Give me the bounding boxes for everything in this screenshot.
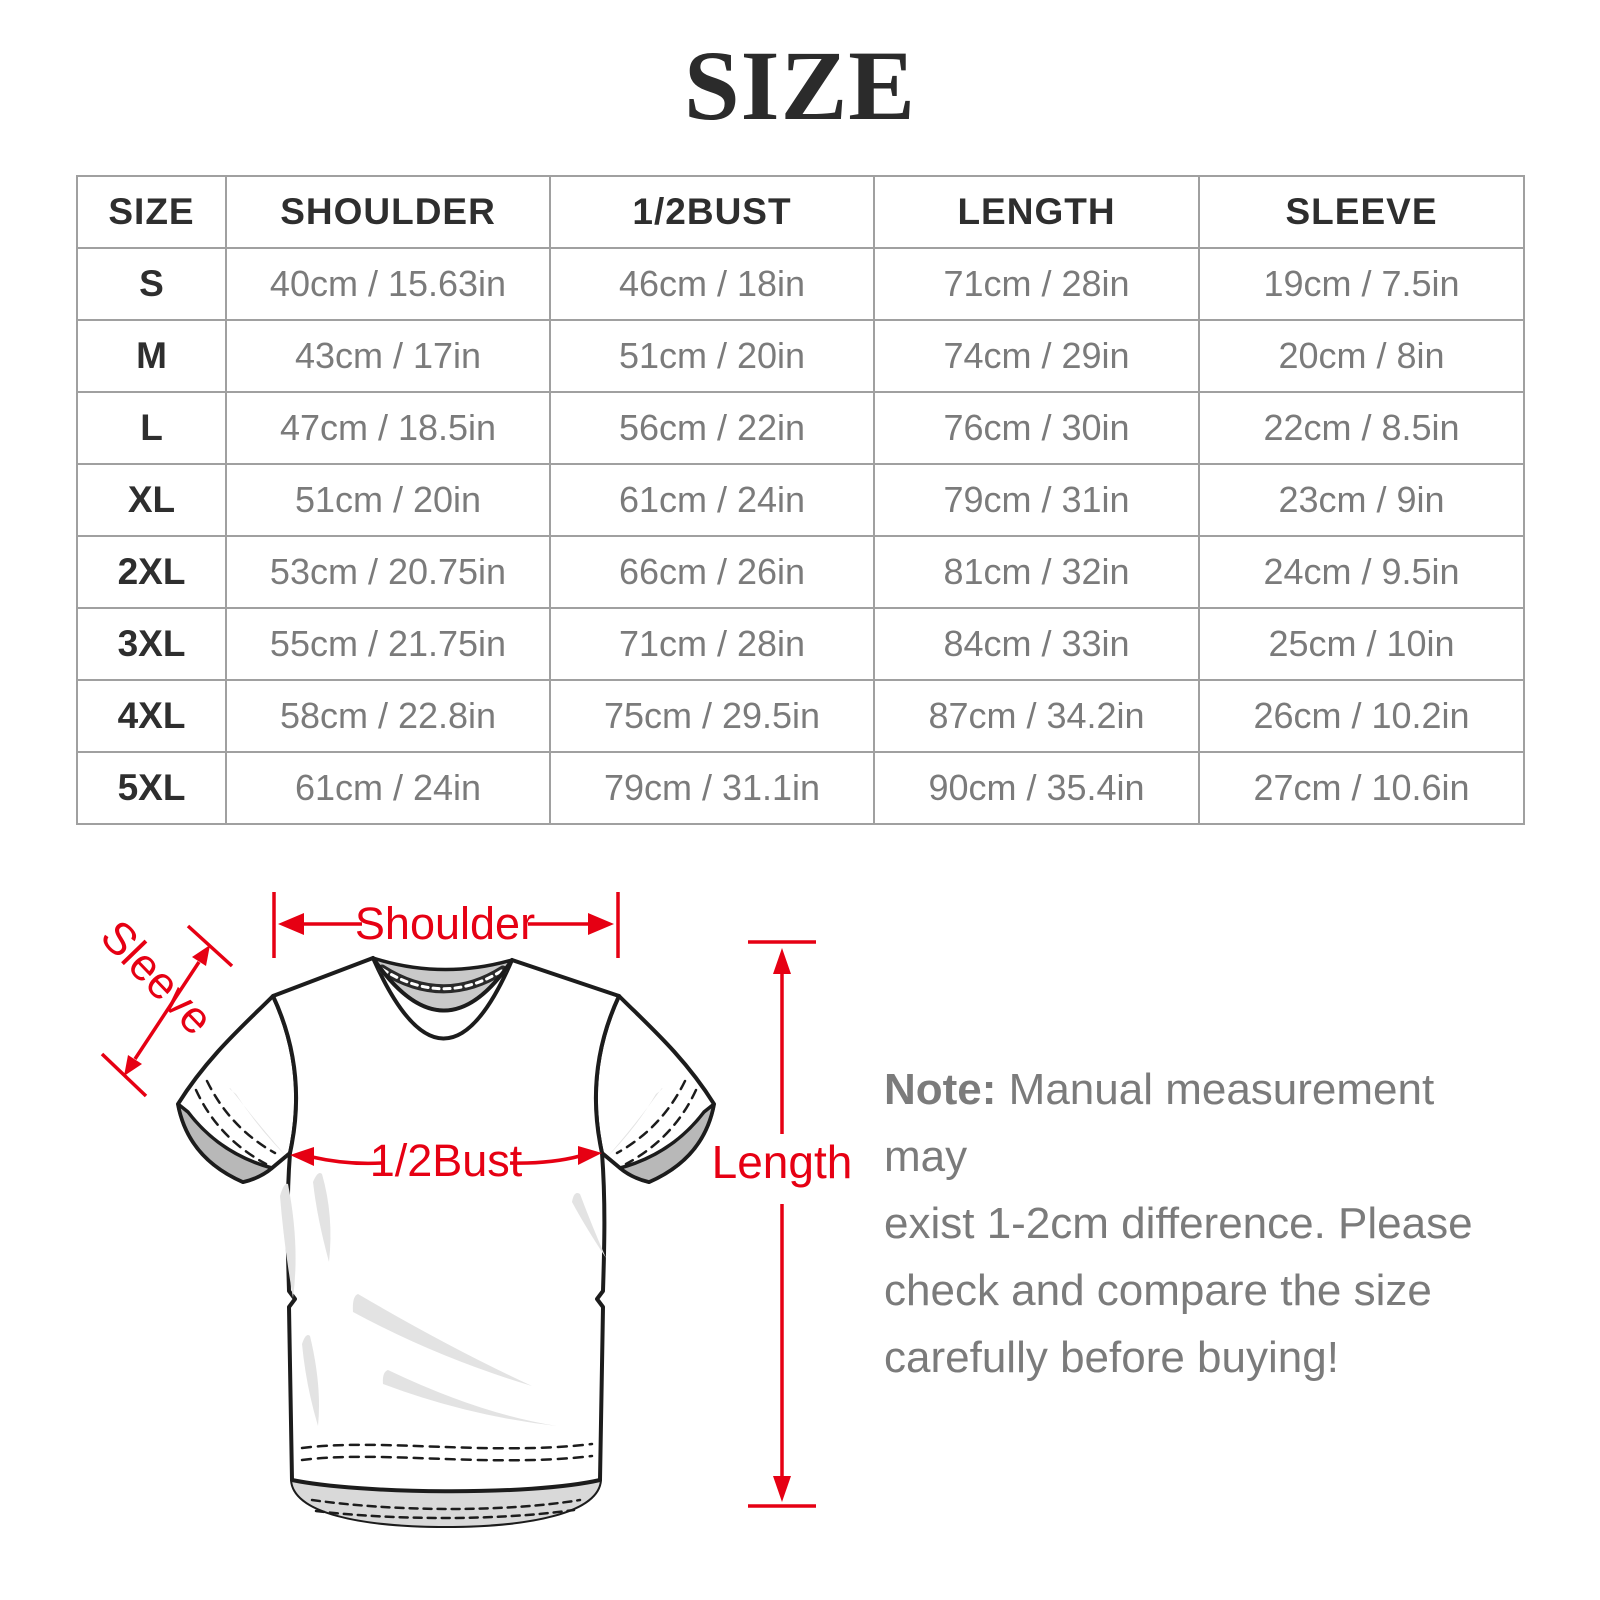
hem-stitch-2 bbox=[300, 1442, 594, 1450]
measurement-cell: 61cm / 24in bbox=[549, 463, 875, 537]
table-row-2xl: 2XL 53cm / 20.75in 66cm / 26in 81cm / 32in 2… bbox=[76, 535, 1525, 609]
table-row-4xl: 4XL 58cm / 22.8in 75cm / 29.5in 87cm / 34.2… bbox=[76, 679, 1525, 753]
measurement-cell: 53cm / 20.75in bbox=[225, 535, 551, 609]
measurement-cell: 51cm / 20in bbox=[225, 463, 551, 537]
collar-tape-zigzag bbox=[380, 967, 505, 991]
hem-band bbox=[292, 1480, 600, 1526]
measurement-cell: 46cm / 18in bbox=[549, 247, 875, 321]
measurement-cell: 81cm / 32in bbox=[873, 535, 1200, 609]
measurement-cell: 79cm / 31.1in bbox=[549, 751, 875, 825]
header-cell-length: LENGTH bbox=[873, 175, 1200, 249]
measurement-cell: 47cm / 18.5in bbox=[225, 391, 551, 465]
size-cell: 3XL bbox=[76, 607, 227, 681]
left-cuff-stitch bbox=[194, 1088, 268, 1166]
tshirt-measurement-diagram: Shoulder Sleeve 1/2Bust Length bbox=[91, 892, 853, 1528]
note-text: Note: Manual measurement may exist 1-2cm… bbox=[884, 1056, 1524, 1391]
header-row: SIZE SHOULDER 1/2BUST LENGTH SLEEVE bbox=[76, 175, 1525, 249]
measurement-cell: 56cm / 22in bbox=[549, 391, 875, 465]
size-cell: L bbox=[76, 391, 227, 465]
measurement-cell: 27cm / 10.6in bbox=[1198, 751, 1525, 825]
collar-band-inner-line bbox=[371, 956, 514, 1013]
size-table-body: S 40cm / 15.63in 46cm / 18in 71cm / 28in 19c… bbox=[76, 247, 1525, 825]
hem-fold-line bbox=[290, 1478, 602, 1494]
measurement-cell: 71cm / 28in bbox=[549, 607, 875, 681]
measurement-cell: 75cm / 29.5in bbox=[549, 679, 875, 753]
table-row-s: S 40cm / 15.63in 46cm / 18in 71cm / 28in 19c… bbox=[76, 247, 1525, 321]
left-cuff-inside bbox=[176, 1102, 274, 1184]
measurement-cell: 23cm / 9in bbox=[1198, 463, 1525, 537]
measurement-cell: 25cm / 10in bbox=[1198, 607, 1525, 681]
table-row-m: M 43cm / 17in 51cm / 20in 74cm / 29in 20cm /… bbox=[76, 319, 1525, 393]
measurement-cell: 51cm / 20in bbox=[549, 319, 875, 393]
note-line-text: Manual measurement may bbox=[884, 1065, 1435, 1181]
measurement-cell: 71cm / 28in bbox=[873, 247, 1200, 321]
length-arrow bbox=[748, 940, 816, 1508]
right-cuff-inside bbox=[618, 1102, 716, 1184]
bust-arrow bbox=[290, 1146, 602, 1166]
right-cuff-stitch-2 bbox=[615, 1079, 687, 1155]
size-table: SIZE SHOULDER 1/2BUST LENGTH SLEEVE S 40cm / … bbox=[76, 175, 1525, 825]
hem-stitch-1 bbox=[300, 1454, 594, 1462]
measurement-cell: 22cm / 8.5in bbox=[1198, 391, 1525, 465]
tshirt-graphic bbox=[176, 956, 716, 1528]
right-cuff-stitch bbox=[624, 1088, 698, 1166]
bust-label: 1/2Bust bbox=[370, 1135, 523, 1186]
measurement-cell: 58cm / 22.8in bbox=[225, 679, 551, 753]
hem-stitch-4 bbox=[314, 1508, 576, 1520]
length-label: Length bbox=[712, 1136, 853, 1188]
measurement-cell: 76cm / 30in bbox=[873, 391, 1200, 465]
measurement-cell: 43cm / 17in bbox=[225, 319, 551, 393]
measurement-cell: 90cm / 35.4in bbox=[873, 751, 1200, 825]
table-row-l: L 47cm / 18.5in 56cm / 22in 76cm / 30in 22cm… bbox=[76, 391, 1525, 465]
note-line: check and compare the size bbox=[884, 1266, 1432, 1315]
size-table-header: SIZE SHOULDER 1/2BUST LENGTH SLEEVE bbox=[76, 175, 1525, 249]
header-cell-sleeve: SLEEVE bbox=[1198, 175, 1525, 249]
left-cuff-stitch-2 bbox=[205, 1079, 277, 1155]
size-cell: M bbox=[76, 319, 227, 393]
measurement-cell: 74cm / 29in bbox=[873, 319, 1200, 393]
sleeve-arrow bbox=[100, 924, 234, 1098]
measurement-cell: 24cm / 9.5in bbox=[1198, 535, 1525, 609]
header-cell-shoulder: SHOULDER bbox=[225, 175, 551, 249]
shoulder-arrow bbox=[272, 892, 620, 958]
fabric-wrinkles bbox=[229, 1088, 663, 1426]
table-row-xl: XL 51cm / 20in 61cm / 24in 79cm / 31in 23cm … bbox=[76, 463, 1525, 537]
size-cell: 5XL bbox=[76, 751, 227, 825]
note-line: exist 1-2cm difference. Please bbox=[884, 1199, 1473, 1248]
size-cell: S bbox=[76, 247, 227, 321]
note-label: Note: bbox=[884, 1065, 997, 1114]
measurement-cell: 66cm / 26in bbox=[549, 535, 875, 609]
size-cell: XL bbox=[76, 463, 227, 537]
measurement-cell: 84cm / 33in bbox=[873, 607, 1200, 681]
measurement-cell: 79cm / 31in bbox=[873, 463, 1200, 537]
measurement-cell: 55cm / 21.75in bbox=[225, 607, 551, 681]
measurement-cell: 40cm / 15.63in bbox=[225, 247, 551, 321]
header-cell-1-2bust: 1/2BUST bbox=[549, 175, 875, 249]
measurement-cell: 87cm / 34.2in bbox=[873, 679, 1200, 753]
size-cell: 4XL bbox=[76, 679, 227, 753]
note-line: carefully before buying! bbox=[884, 1333, 1339, 1382]
page-title: SIZE bbox=[684, 30, 916, 141]
note-line: Note: Manual measurement may bbox=[884, 1056, 1524, 1190]
shoulder-label: Shoulder bbox=[355, 898, 535, 949]
header-cell-size: SIZE bbox=[76, 175, 227, 249]
measurement-cell: 20cm / 8in bbox=[1198, 319, 1525, 393]
table-row-3xl: 3XL 55cm / 21.75in 71cm / 28in 84cm / 33in 2… bbox=[76, 607, 1525, 681]
measurement-cell: 61cm / 24in bbox=[225, 751, 551, 825]
table-row-5xl: 5XL 61cm / 24in 79cm / 31.1in 90cm / 35.4in… bbox=[76, 751, 1525, 825]
measurement-cell: 26cm / 10.2in bbox=[1198, 679, 1525, 753]
measurement-cell: 19cm / 7.5in bbox=[1198, 247, 1525, 321]
size-cell: 2XL bbox=[76, 535, 227, 609]
hem-stitch-3 bbox=[310, 1498, 582, 1511]
